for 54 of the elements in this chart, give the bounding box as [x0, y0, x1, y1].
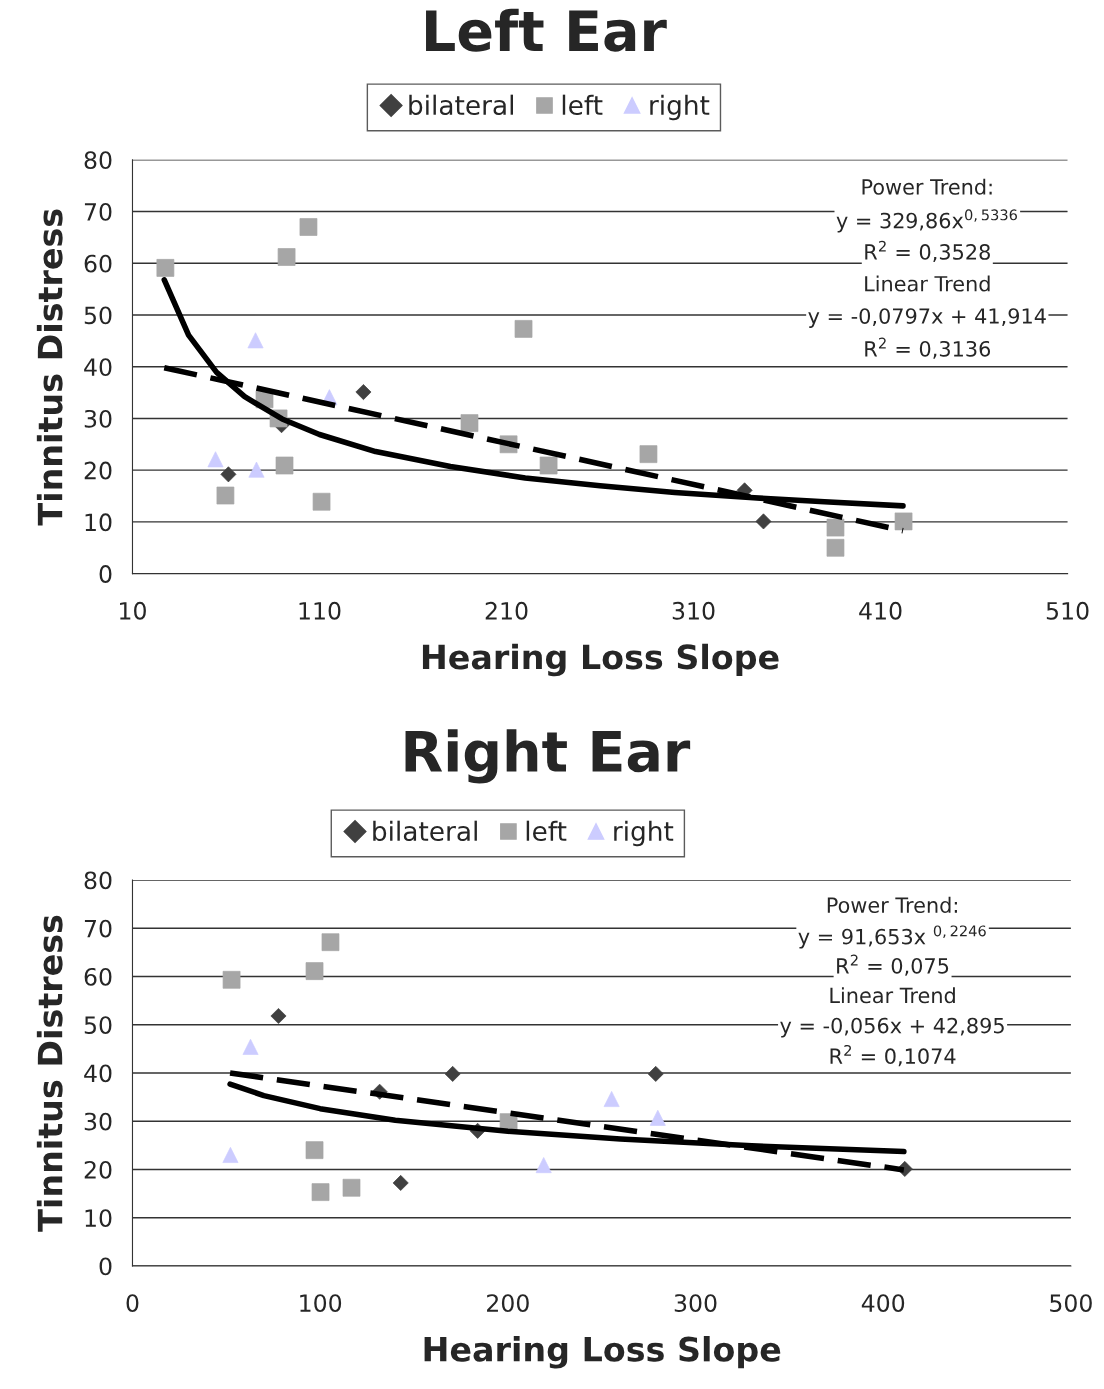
y-tick-label: 50 [84, 306, 112, 325]
legend-label: left [562, 94, 603, 116]
x-tick-label: 300 [674, 1294, 717, 1312]
y-tick-label: 50 [84, 1016, 112, 1034]
chart-title: Right Ear [405, 729, 691, 784]
x-tick-label: 0 [126, 1294, 139, 1312]
annotation: R$^{2}$ = 0,3136 [865, 337, 991, 359]
y-tick-label: 80 [84, 871, 112, 890]
annotation: R$^{2}$ = 0,075 [837, 954, 949, 976]
legend-label: bilateral [409, 94, 513, 116]
y-tick-label: 30 [84, 1112, 112, 1131]
x-tick-label: 500 [1050, 1294, 1092, 1312]
annotation: y = -0,0797x + 41,914 [808, 308, 1046, 328]
y-tick-label: 80 [84, 151, 112, 170]
x-tick-label: 310 [672, 601, 715, 620]
y-tick-label: 10 [85, 513, 112, 532]
x-axis-title: Hearing Loss Slope [422, 643, 779, 677]
x-tick-label: 210 [485, 601, 528, 620]
x-tick-label: 200 [487, 1294, 529, 1312]
x-tick-label: 100 [300, 1294, 342, 1312]
y-tick-label: 70 [84, 919, 112, 938]
x-axis-title: Hearing Loss Slope [424, 1336, 781, 1369]
x-tick-label: 510 [1046, 601, 1089, 620]
y-tick-label: 10 [85, 1209, 112, 1227]
annotation: Linear Trend [865, 275, 990, 292]
x-tick-label: 10 [120, 601, 146, 620]
annotation: R$^{2}$ = 0,3528 [865, 240, 990, 262]
legend-label: right [614, 820, 674, 847]
x-tick-label: 410 [859, 601, 902, 620]
x-tick-label: 400 [861, 1294, 905, 1312]
x-tick-label: 110 [299, 601, 341, 620]
annotation: Power Trend: [862, 178, 992, 195]
y-tick-label: 70 [84, 202, 112, 221]
y-tick-label: 30 [84, 409, 112, 428]
y-tick-label: 0 [99, 565, 112, 583]
chart-title: Left Ear [426, 8, 667, 52]
y-axis-title: Tinnitus Distress [36, 209, 63, 526]
annotation: y = 91,653x $^{0,2246}$ [798, 925, 986, 949]
annotation: y = -0,056x + 42,895 [780, 1017, 1004, 1038]
y-tick-label: 40 [84, 358, 112, 376]
y-tick-label: 60 [84, 967, 112, 986]
y-tick-label: 60 [84, 254, 112, 273]
annotation: y = 329,86x$^{0,5336}$ [836, 209, 1017, 233]
y-axis-title: Tinnitus Distress [36, 915, 63, 1232]
y-tick-label: 0 [99, 1257, 112, 1276]
legend-label: bilateral [373, 820, 477, 842]
annotation: R$^{2}$ = 0,1074 [830, 1044, 956, 1067]
legend-label: right [650, 94, 710, 121]
y-tick-label: 40 [84, 1064, 112, 1083]
legend-label: left [526, 820, 567, 842]
y-tick-label: 20 [84, 1160, 112, 1179]
y-tick-label: 20 [84, 461, 112, 480]
annotation: Linear Trend [830, 987, 955, 1004]
annotation: Power Trend: [827, 896, 957, 913]
